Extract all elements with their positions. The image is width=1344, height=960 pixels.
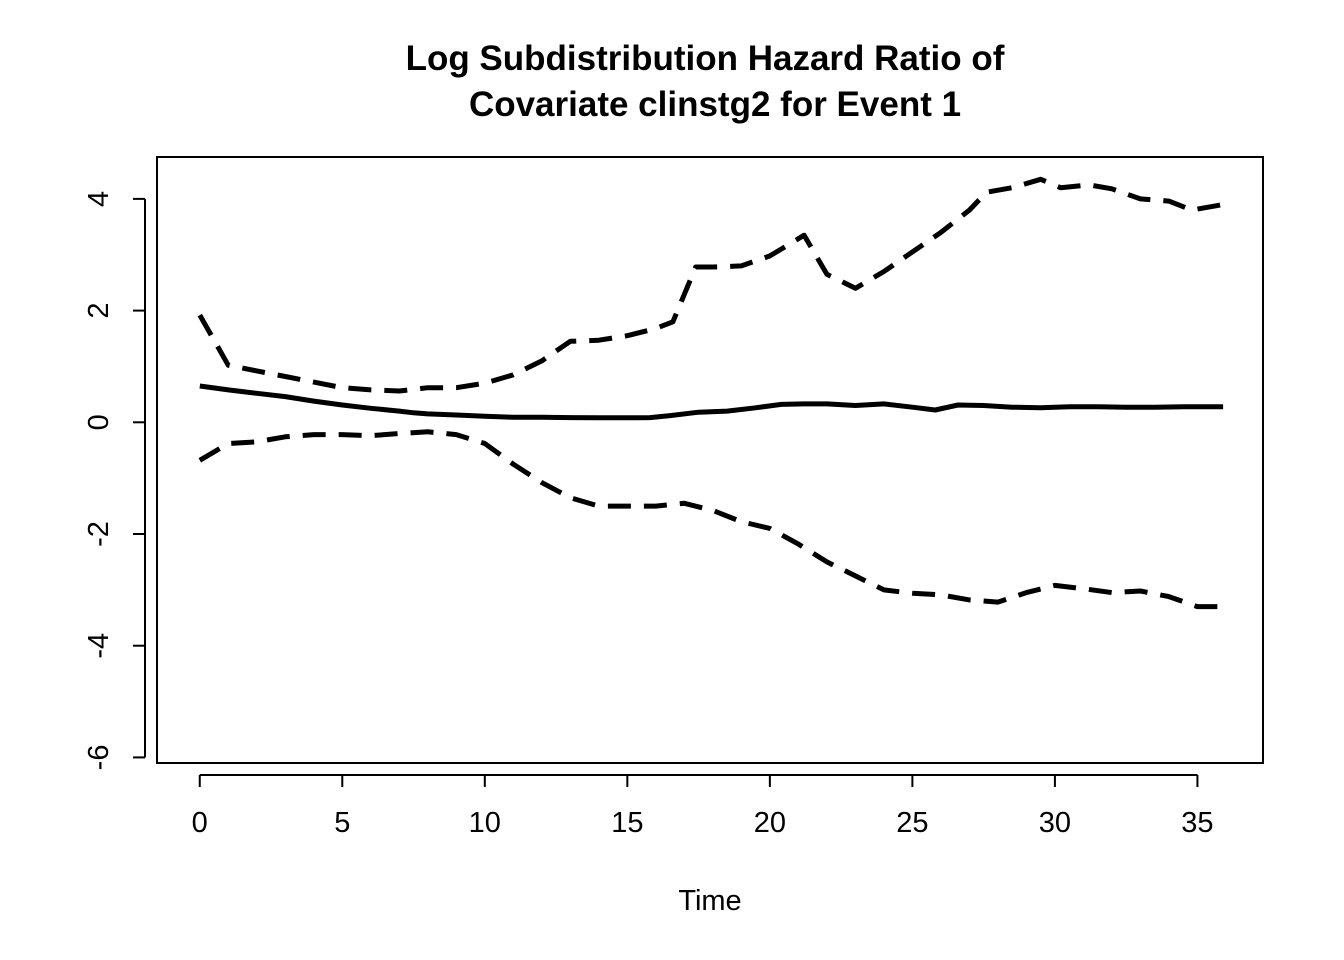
chart-title-line-2: Covariate clinstg2 for Event 1	[469, 85, 961, 124]
x-tick-label: 20	[754, 807, 786, 839]
upper-bound-line	[197, 176, 1224, 394]
series-layer	[197, 176, 1224, 610]
x-tick-label: 0	[192, 807, 208, 839]
y-axis: -6 -4 -2 0 2 4	[83, 191, 146, 771]
lower-bound-line	[198, 429, 1224, 610]
x-tick-label: 35	[1181, 807, 1213, 839]
x-tick-label: 25	[896, 807, 928, 839]
x-tick-label: 5	[334, 807, 350, 839]
x-tick-label: 15	[611, 807, 643, 839]
chart-title-line-1: Log Subdistribution Hazard Ratio of	[406, 39, 1005, 78]
x-axis-title: Time	[678, 885, 741, 917]
y-tick-label: -2	[83, 521, 115, 547]
y-tick-label: 0	[83, 414, 115, 430]
y-tick-label: 2	[83, 303, 115, 319]
x-axis: 0 5 10 15 20 25 30 35	[192, 774, 1214, 839]
y-tick-label: -6	[83, 745, 115, 771]
plot-frame	[156, 156, 1264, 764]
x-tick-label: 30	[1039, 807, 1071, 839]
y-tick-label: 4	[83, 191, 115, 207]
estimate-line	[199, 383, 1224, 421]
y-tick-label: -4	[83, 633, 115, 659]
x-tick-label: 10	[469, 807, 501, 839]
